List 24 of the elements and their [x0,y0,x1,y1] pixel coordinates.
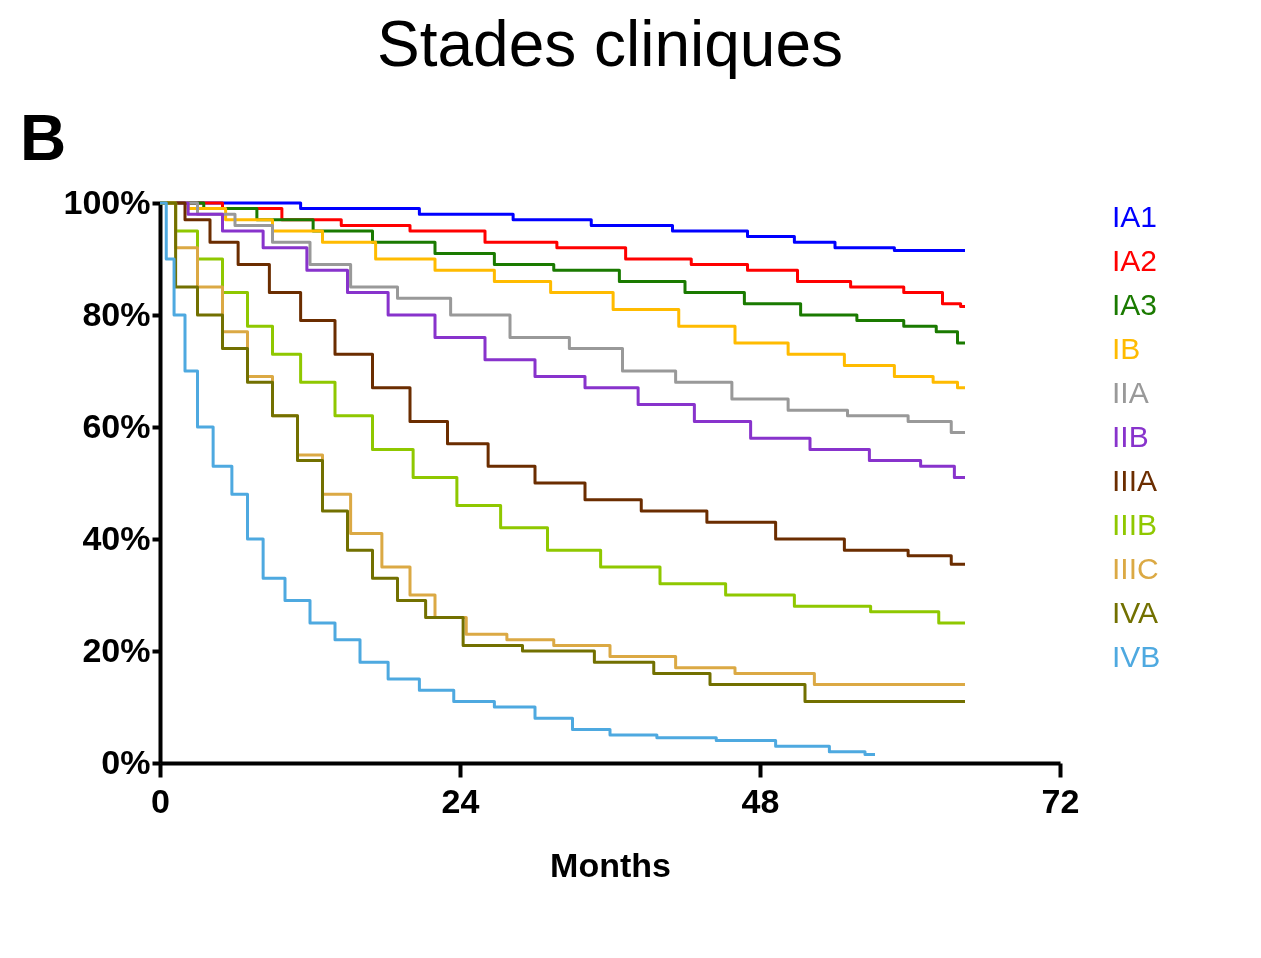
x-tick-label: 24 [441,781,480,820]
text: IIB [1112,420,1149,453]
text: IA2 [1112,244,1158,277]
text: IVB [1112,640,1161,673]
y-tick-label: 100% [63,182,151,221]
x-tick-label: 72 [1041,781,1080,820]
y-tick-label: 0% [101,742,151,781]
x-tick-label: 0 [151,781,170,820]
y-tick-label: 60% [82,406,151,445]
x-tick-label: 48 [741,781,780,820]
y-tick-label: 20% [82,630,151,669]
chart-title: Stades cliniques [376,8,844,80]
text: IIA [1112,376,1149,409]
text: IB [1112,332,1141,365]
y-tick-label: 80% [82,294,151,333]
text: IA3 [1112,288,1158,321]
y-tick-label: 40% [82,518,151,557]
text: IVA [1112,596,1159,629]
text: IIIB [1112,508,1158,541]
x-axis-title: Months [550,845,671,884]
text: IIIC [1112,552,1159,585]
text: IIIA [1112,464,1158,497]
text: B [20,102,67,174]
text: IA1 [1112,200,1158,233]
